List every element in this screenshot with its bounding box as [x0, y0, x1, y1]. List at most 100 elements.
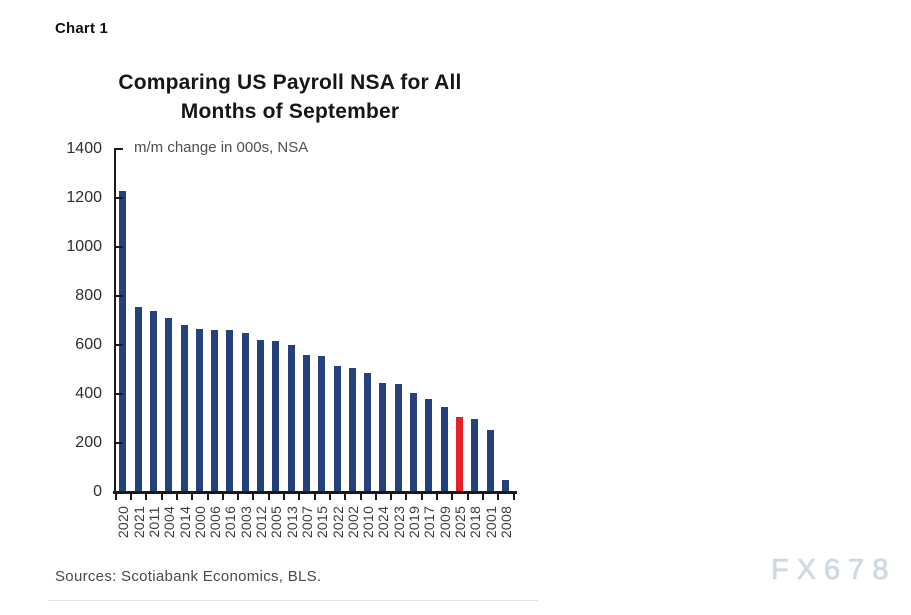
- x-axis-tick: [252, 494, 255, 500]
- x-axis-tick-label: 2022: [329, 505, 346, 539]
- x-axis-tick-label: 2025: [451, 505, 468, 539]
- bar-2000: [195, 328, 203, 492]
- x-axis-tick-label: 2004: [161, 505, 178, 539]
- bar-2025: [455, 416, 463, 492]
- x-axis-tick: [481, 494, 484, 500]
- y-axis-tick: [114, 197, 123, 199]
- bar-2008: [501, 479, 509, 492]
- y-axis-tick: [114, 295, 123, 297]
- x-axis-tick: [344, 494, 347, 500]
- bar-2020: [119, 190, 127, 492]
- bottom-divider: [48, 600, 538, 601]
- bar-2019: [410, 393, 417, 492]
- bar-2021: [134, 307, 142, 492]
- bar-2011: [149, 310, 157, 492]
- x-axis-tick-label: 2012: [253, 505, 269, 539]
- x-axis-line: [113, 491, 517, 494]
- x-axis-tick-label: 2010: [360, 505, 377, 539]
- x-axis-tick: [191, 494, 194, 500]
- watermark-fx678: FX678: [771, 554, 897, 586]
- y-axis-tick: [114, 442, 123, 444]
- axis-units-label: m/m change in 000s, NSA: [134, 139, 309, 156]
- x-axis-tick-label: 2023: [390, 505, 407, 539]
- bar-2007: [302, 355, 310, 492]
- x-axis-tick: [313, 494, 316, 500]
- x-axis-tick-label: 2003: [237, 505, 254, 539]
- x-axis-tick-label: 2014: [176, 505, 193, 539]
- x-axis-tick: [497, 494, 500, 500]
- bar-2003: [241, 332, 249, 492]
- x-axis-tick: [436, 494, 438, 500]
- x-axis-tick: [267, 494, 270, 500]
- y-axis-top-cap-tick: [114, 148, 123, 150]
- x-axis-tick: [283, 494, 285, 500]
- x-axis-tick-label: 2015: [314, 505, 331, 539]
- bar-2015: [318, 356, 326, 492]
- x-axis-tick-label: 2016: [222, 505, 239, 539]
- bar-2001: [486, 430, 494, 492]
- bar-2023: [394, 383, 402, 492]
- bar-2016: [226, 330, 234, 492]
- x-axis-tick: [405, 494, 408, 500]
- bar-2006: [211, 329, 219, 492]
- y-axis-tick-label: 1200: [66, 189, 102, 206]
- x-axis-tick-label: 2019: [406, 505, 422, 539]
- x-axis-tick: [221, 494, 224, 500]
- x-axis-tick: [206, 494, 209, 500]
- x-axis-tick-label: 2017: [421, 505, 438, 539]
- y-axis-tick: [114, 246, 123, 248]
- y-axis-line: [114, 148, 116, 493]
- x-axis-tick-label: 2001: [482, 505, 499, 539]
- bar-2009: [440, 406, 448, 492]
- y-axis-tick-label: 1000: [66, 238, 102, 255]
- x-axis-tick-label: 2000: [191, 505, 208, 539]
- bar-2017: [425, 398, 433, 492]
- y-axis-tick-label: 800: [75, 287, 102, 304]
- x-axis-tick-label: 2013: [283, 505, 300, 539]
- chart-title-line1: Comparing US Payroll NSA for All: [118, 71, 462, 94]
- x-axis-tick-label: 2005: [268, 505, 285, 539]
- x-axis-tick: [359, 494, 362, 500]
- y-axis-tick: [114, 344, 123, 346]
- bar-2012: [257, 339, 264, 492]
- y-axis-tick-label: 400: [75, 385, 102, 402]
- bar-2022: [333, 366, 341, 492]
- x-axis-tick-label: 2011: [145, 506, 162, 538]
- bar-2005: [272, 341, 280, 492]
- x-axis-tick-label: 2021: [130, 505, 147, 539]
- x-axis-tick: [145, 494, 148, 500]
- sources-note: Sources: Scotiabank Economics, BLS.: [55, 568, 322, 585]
- x-axis-tick: [466, 494, 469, 500]
- x-axis-tick: [130, 494, 132, 500]
- x-axis-tick: [237, 494, 240, 500]
- x-axis-tick: [114, 494, 117, 500]
- x-axis-tick-label: 2002: [344, 505, 361, 539]
- bar-2002: [348, 368, 356, 492]
- bar-2024: [379, 382, 387, 492]
- y-axis-tick-label: 0: [93, 483, 102, 500]
- x-axis-tick-label: 2018: [467, 505, 484, 539]
- x-axis-tick-label: 2008: [497, 505, 514, 539]
- bar-2010: [364, 372, 372, 492]
- bar-2018: [471, 419, 479, 492]
- x-axis-tick-label: 2020: [115, 505, 132, 539]
- y-axis-tick: [114, 393, 123, 395]
- chart-number-label: Chart 1: [55, 20, 109, 37]
- chart-title-line2: Months of September: [180, 100, 400, 123]
- x-axis-tick-label: 2009: [436, 505, 453, 539]
- x-axis-tick: [420, 494, 423, 500]
- chart-title: Comparing US Payroll NSA for All Months …: [90, 68, 490, 126]
- x-axis-tick: [374, 494, 377, 500]
- x-axis-tick: [328, 494, 331, 500]
- bar-2004: [165, 318, 173, 492]
- x-axis-tick: [451, 494, 454, 500]
- x-axis-tick: [390, 494, 393, 500]
- x-axis-tick: [175, 494, 178, 500]
- x-axis-tick: [298, 494, 301, 500]
- x-axis-tick-label: 2007: [298, 505, 315, 539]
- x-axis-tick: [160, 494, 163, 500]
- y-axis-tick-label: 1400: [66, 140, 102, 157]
- x-axis-tick-label: 2006: [207, 505, 224, 539]
- y-axis-tick-label: 200: [75, 434, 102, 451]
